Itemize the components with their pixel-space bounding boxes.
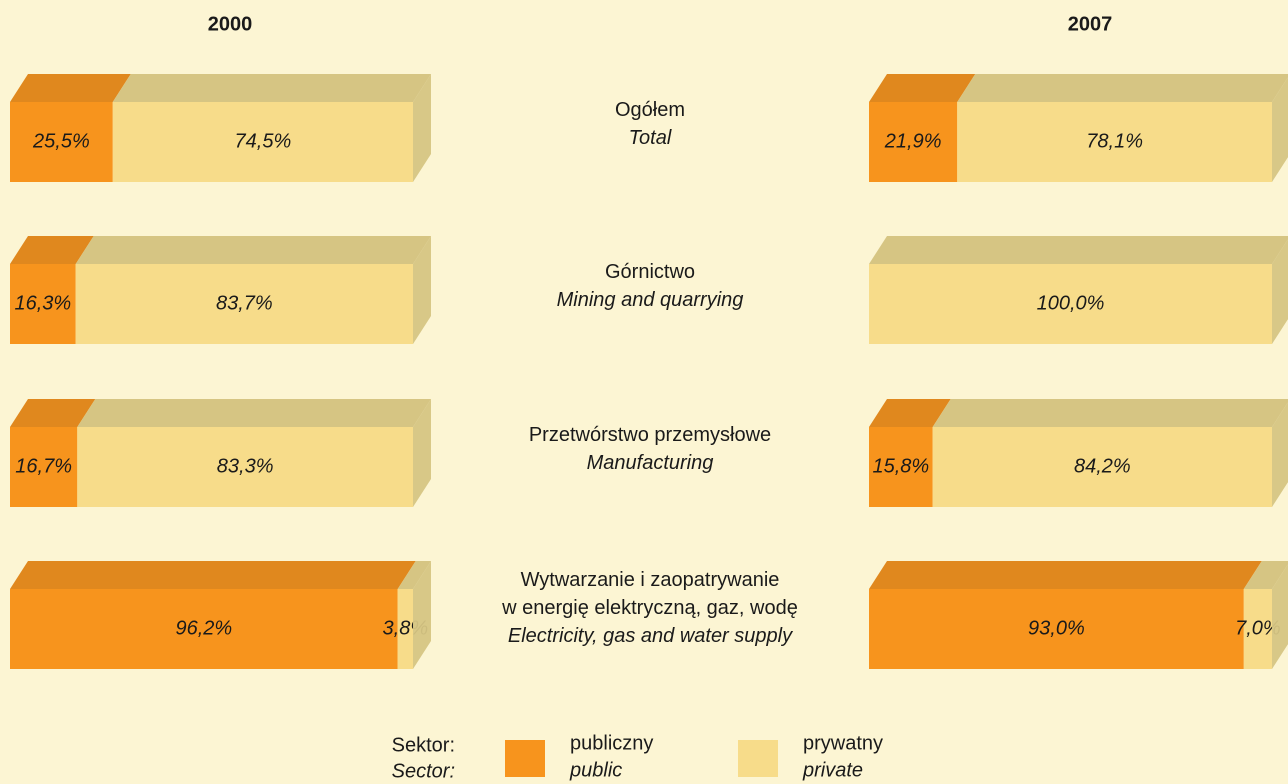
bar-side [413,74,431,182]
panel-title: 2000 [208,13,253,35]
value-label: 84,2% [1074,455,1131,477]
category-name-en: Manufacturing [586,452,714,474]
value-label: 83,7% [216,292,273,314]
value-label: 25,5% [32,130,90,152]
category-name-en: Electricity, gas and water supply [507,625,793,647]
category-name-en: Mining and quarrying [556,289,744,311]
category-name-en: Total [628,127,672,149]
bar [869,264,1272,344]
bar-top [112,74,431,102]
bar [932,427,1272,507]
category-name: Ogółem [614,99,686,121]
bar [957,102,1272,182]
bar-top [932,399,1288,427]
value-label: 15,8% [872,455,929,477]
bar [869,589,1244,669]
bar [75,264,414,344]
bar-top [1243,561,1288,589]
bar-side [1272,77,1288,182]
bar-top [869,236,1288,264]
bar [869,427,933,507]
bar [112,102,413,182]
legend-label-en: private [802,759,863,781]
bar-side [413,561,431,669]
bar-top [10,399,96,427]
bar-side [413,399,431,507]
value-label: 100,0% [1037,292,1105,314]
bar-side [1272,564,1288,669]
category-label: Ogółem Total [450,96,850,152]
bar-side [1272,402,1288,507]
bar-top [397,561,431,589]
bar [397,589,413,669]
bar-top [10,236,94,264]
bar-top [869,399,951,427]
bar-top [75,236,432,264]
bar [869,102,958,182]
value-label: 7,0% [1235,617,1281,639]
value-label: 16,3% [14,292,71,314]
legend-title: Sektor: [392,734,455,756]
bar [77,427,414,507]
bar [10,264,76,344]
value-label: 16,7% [15,455,72,477]
bar-side [1272,239,1288,344]
value-label: 96,2% [175,617,232,639]
bar-top [869,561,1262,589]
category-name: Wytwarzanie i zaopatrywanie w energię el… [502,569,798,619]
value-label: 93,0% [1028,617,1085,639]
legend-label-en: public [569,759,622,781]
bar-top [957,74,1288,102]
value-label: 83,3% [217,455,274,477]
value-label: 78,1% [1086,130,1143,152]
category-name: Górnictwo [604,261,696,283]
legend-swatch [505,740,545,777]
category-name: Przetwórstwo przemysłowe [528,424,772,446]
bar [10,427,78,507]
category-label: Przetwórstwo przemysłowe Manufacturing [450,421,850,477]
legend-swatch [738,740,778,777]
legend-label: prywatny [803,732,883,754]
bar [10,589,398,669]
value-label: 74,5% [235,130,292,152]
bar-top [10,74,131,102]
bar [1243,589,1272,669]
category-label: Wytwarzanie i zaopatrywanie w energię el… [450,566,850,650]
bar-top [869,74,976,102]
value-label: 21,9% [884,130,942,152]
panel-title: 2007 [1068,13,1113,35]
legend-title-en: Sector: [392,760,455,782]
bar-top [10,561,416,589]
legend-label: publiczny [570,732,653,754]
bar [10,102,113,182]
category-label: Górnictwo Mining and quarrying [450,258,850,314]
bar-side [413,236,431,344]
bar-top [77,399,432,427]
